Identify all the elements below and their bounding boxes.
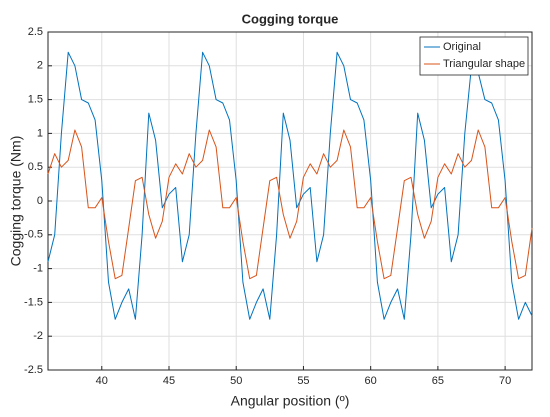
legend-label: Original [443, 41, 481, 53]
y-tick-label: -1 [33, 263, 43, 275]
x-tick-label: 45 [163, 375, 175, 387]
y-tick-label: -2.5 [24, 364, 43, 376]
y-tick-label: 2.5 [28, 26, 43, 38]
y-tick-label: 2 [37, 60, 43, 72]
y-tick-label: -1.5 [24, 296, 43, 308]
series-line [47, 51, 533, 320]
legend-label: Triangular shape [443, 58, 525, 70]
x-tick-label: 55 [297, 375, 309, 387]
legend-box [419, 36, 529, 76]
y-tick-label: 0.5 [28, 161, 43, 173]
x-tick-label: 65 [432, 375, 444, 387]
series-line [47, 129, 533, 280]
x-tick-label: 60 [365, 375, 377, 387]
x-tick-label: 40 [96, 375, 108, 387]
x-tick-label: 50 [230, 375, 242, 387]
y-tick-label: -0.5 [24, 229, 43, 241]
axes-box [47, 31, 533, 371]
y-tick-label: -2 [33, 330, 43, 342]
x-tick-label: 70 [499, 375, 511, 387]
x-axis-label: Angular position (º) [231, 393, 350, 409]
y-tick-label: 1 [37, 127, 43, 139]
y-tick-label: 1.5 [28, 94, 43, 106]
chart-title: Cogging torque [242, 11, 339, 26]
y-axis-label: Cogging torque (Nm) [8, 136, 24, 267]
y-tick-label: 0 [37, 195, 43, 207]
